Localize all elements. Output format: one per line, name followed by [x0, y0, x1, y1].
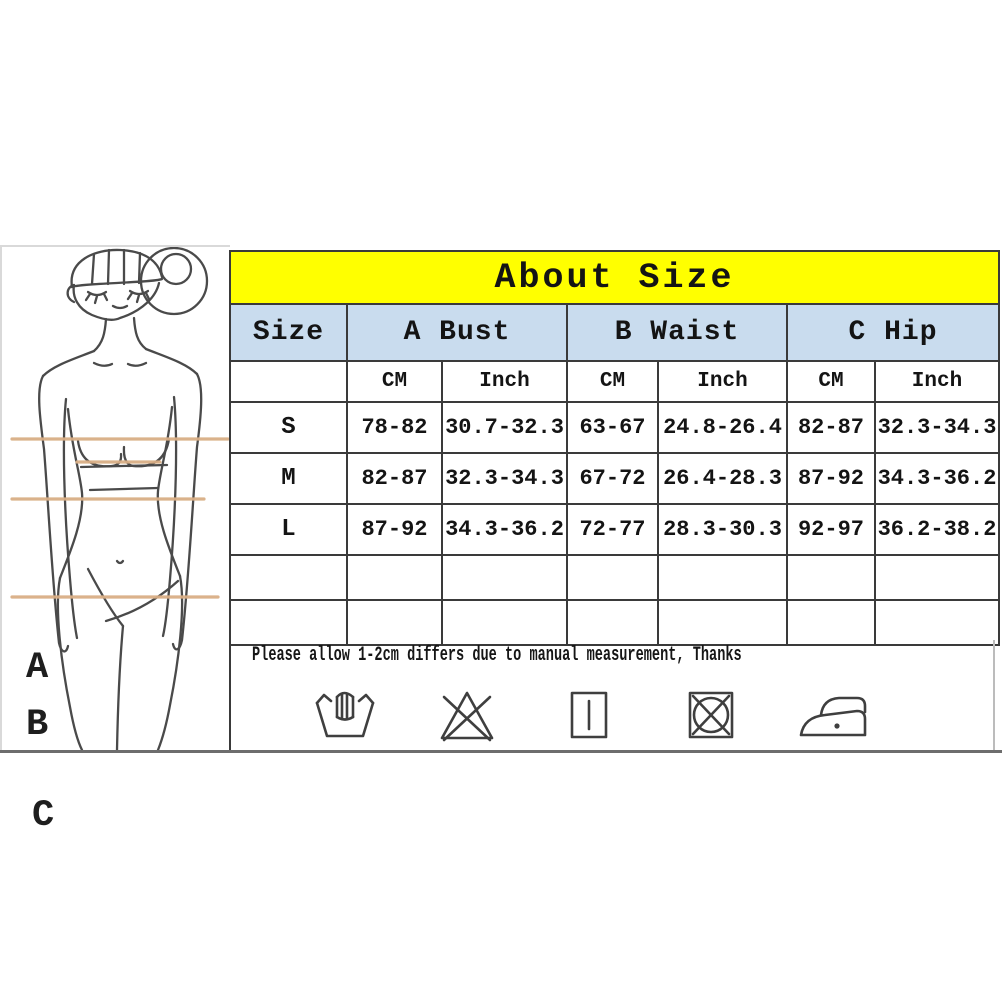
- hip-inch: 36.2-38.2: [874, 503, 1000, 556]
- size-column-header: Size: [229, 303, 348, 362]
- hip-inch: 32.3-34.3: [874, 401, 1000, 454]
- bust-column-header: A Bust: [346, 303, 568, 362]
- drip-dry-icon: [557, 686, 621, 749]
- bust-cm: 82-87: [346, 452, 443, 505]
- bust-cm: 78-82: [346, 401, 443, 454]
- hip-cm: 87-92: [786, 452, 876, 505]
- bust-inch: 34.3-36.2: [441, 503, 568, 556]
- waist-cm: 72-77: [566, 503, 659, 556]
- table-row-l: L 87-92 34.3-36.2 72-77 28.3-30.3 92-97 …: [229, 503, 1000, 556]
- unit-header: CM: [566, 360, 659, 403]
- measure-label-c: C: [32, 795, 55, 837]
- table-row-m: M 82-87 32.3-34.3 67-72 26.4-28.3 87-92 …: [229, 452, 1000, 505]
- unit-header: Inch: [441, 360, 568, 403]
- size-value: S: [229, 401, 348, 454]
- measure-label-b: B: [26, 704, 49, 746]
- bust-inch: 30.7-32.3: [441, 401, 568, 454]
- hip-inch: 34.3-36.2: [874, 452, 1000, 505]
- bust-cm: 87-92: [346, 503, 443, 556]
- measure-label-a: A: [26, 647, 49, 689]
- do-not-bleach-icon: [435, 686, 499, 749]
- unit-header-row: CM Inch CM Inch CM Inch: [229, 360, 1000, 403]
- body-measurement-figure: A B C: [0, 245, 230, 835]
- unit-header: Inch: [657, 360, 788, 403]
- table-title-row: About Size: [229, 250, 1000, 305]
- size-value: M: [229, 452, 348, 505]
- hip-column-header: C Hip: [786, 303, 1000, 362]
- unit-header: Inch: [874, 360, 1000, 403]
- unit-header-blank: [229, 360, 348, 403]
- waist-cm: 63-67: [566, 401, 659, 454]
- waist-inch: 28.3-30.3: [657, 503, 788, 556]
- woman-outline-illustration: [10, 247, 230, 752]
- column-group-row: Size A Bust B Waist C Hip: [229, 303, 1000, 362]
- hip-cm: 82-87: [786, 401, 876, 454]
- waist-inch: 26.4-28.3: [657, 452, 788, 505]
- waist-cm: 67-72: [566, 452, 659, 505]
- panel-divider-line: [229, 640, 231, 751]
- iron-icon: [795, 686, 871, 749]
- empty-row: [229, 554, 1000, 601]
- unit-header: CM: [346, 360, 443, 403]
- unit-header: CM: [786, 360, 876, 403]
- measurement-note: Please allow 1-2cm differs due to manual…: [252, 644, 742, 667]
- right-edge-line: [993, 640, 995, 750]
- bottom-border-line: [0, 750, 1002, 753]
- hip-cm: 92-97: [786, 503, 876, 556]
- do-not-tumble-dry-icon: [679, 686, 743, 749]
- table-title: About Size: [229, 250, 1000, 305]
- size-value: L: [229, 503, 348, 556]
- empty-row: [229, 599, 1000, 646]
- table-row-s: S 78-82 30.7-32.3 63-67 24.8-26.4 82-87 …: [229, 401, 1000, 454]
- bust-inch: 32.3-34.3: [441, 452, 568, 505]
- waist-column-header: B Waist: [566, 303, 788, 362]
- hand-wash-icon: [313, 686, 377, 749]
- waist-inch: 24.8-26.4: [657, 401, 788, 454]
- size-chart-table: About Size Size A Bust B Waist C Hip CM …: [229, 250, 1000, 646]
